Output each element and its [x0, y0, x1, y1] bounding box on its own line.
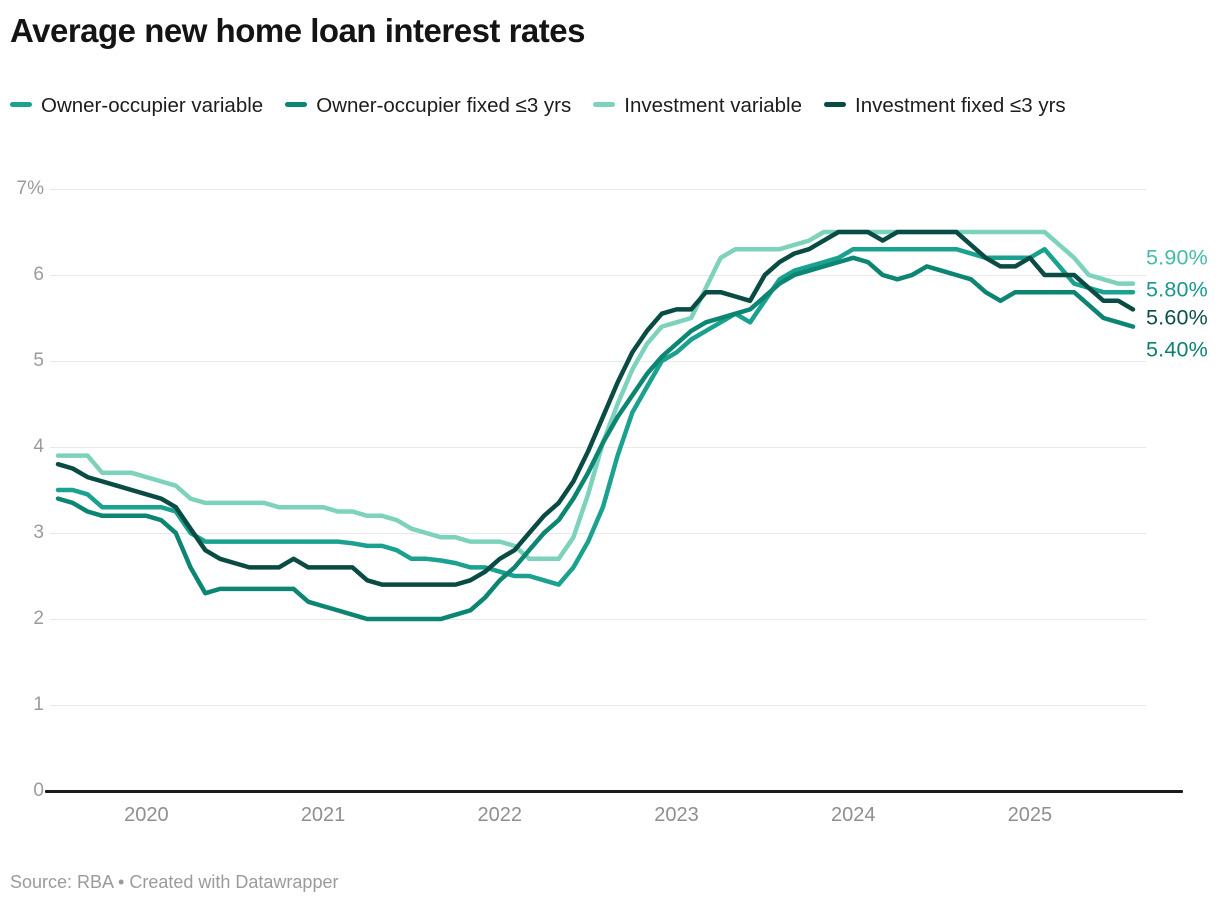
line-investment-fixed-3-yrs: [55, 229, 1136, 587]
gridline: [50, 447, 1146, 448]
x-axis-tick-label: 2022: [477, 804, 523, 826]
legend-item-3: Investment variable: [593, 94, 802, 117]
gridline: [50, 361, 1146, 362]
chart-title: Average new home loan interest rates: [10, 12, 586, 49]
end-value-label: 5.40%: [1146, 337, 1208, 362]
line-investment-variable: [55, 229, 1136, 562]
gridline: [50, 705, 1146, 706]
y-axis-tick-label: 1: [33, 694, 44, 715]
legend-label: Owner-occupier variable: [41, 94, 264, 117]
legend-item-2: Owner-occupier fixed ≤3 yrs: [285, 94, 571, 117]
legend: Owner-occupier variable Owner-occupier fi…: [10, 86, 1206, 126]
legend-label: Investment fixed ≤3 yrs: [855, 94, 1066, 117]
legend-swatch-icon: [593, 102, 616, 108]
legend-item-1: Owner-occupier variable: [10, 94, 263, 117]
line-owner-occupier-fixed-3-yrs: [55, 255, 1136, 622]
gridline: [50, 189, 1146, 190]
x-axis-tick-label: 2024: [830, 804, 876, 826]
gridline: [50, 275, 1146, 276]
legend-label: Owner-occupier fixed ≤3 yrs: [316, 94, 572, 117]
end-value-label: 5.80%: [1146, 277, 1208, 302]
legend-swatch-icon: [10, 102, 32, 108]
gridline: [50, 619, 1146, 620]
y-axis-tick-label: 0: [33, 780, 44, 801]
x-axis-line: [45, 790, 1183, 793]
y-axis-tick-label: 5: [33, 350, 44, 371]
end-value-label: 5.90%: [1146, 245, 1208, 270]
y-axis-tick-label: 7%: [16, 178, 44, 199]
x-axis-tick-label: 2020: [124, 804, 169, 826]
y-axis-tick-label: 4: [33, 436, 44, 457]
legend-swatch-icon: [824, 102, 847, 108]
source-note: Source: RBA • Created with Datawrapper: [10, 872, 339, 892]
legend-item-4: Investment fixed ≤3 yrs: [824, 94, 1066, 117]
end-value-label: 5.60%: [1146, 305, 1208, 330]
y-axis-tick-label: 6: [33, 264, 44, 285]
x-axis-tick-label: 2023: [654, 804, 699, 826]
y-axis-tick-label: 3: [33, 522, 44, 543]
gridline: [50, 533, 1146, 534]
legend-swatch-icon: [285, 102, 308, 108]
legend-label: Investment variable: [624, 94, 803, 117]
x-axis-tick-label: 2025: [1007, 804, 1053, 826]
line-owner-occupier-variable: [55, 246, 1136, 587]
y-axis-tick-label: 2: [33, 608, 44, 629]
x-axis-tick-label: 2021: [300, 804, 346, 826]
